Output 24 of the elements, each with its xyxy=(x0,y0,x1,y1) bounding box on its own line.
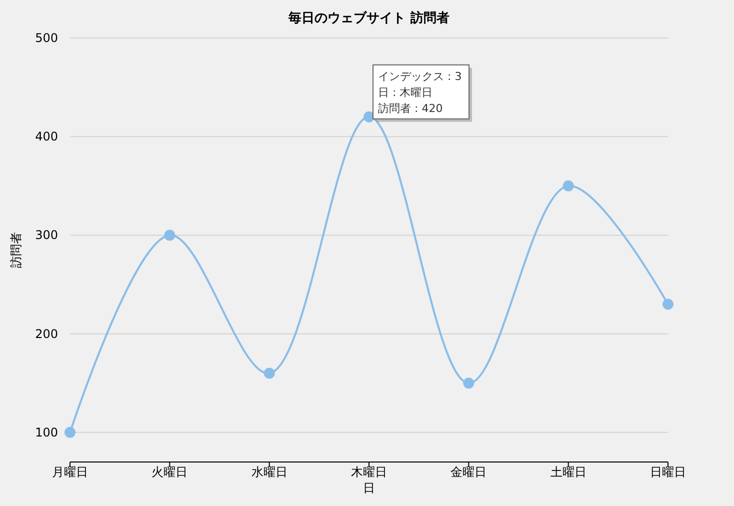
x-tick-label: 火曜日 xyxy=(152,465,188,479)
y-tick-label: 300 xyxy=(35,228,58,242)
y-tick-label: 200 xyxy=(35,326,58,341)
x-tick-label: 金曜日 xyxy=(450,465,487,479)
y-tick-label: 500 xyxy=(35,31,58,45)
x-tick-label: 日曜日 xyxy=(650,465,686,479)
y-tick-label: 400 xyxy=(35,130,58,144)
x-tick-label: 土曜日 xyxy=(550,465,586,479)
point xyxy=(562,180,574,192)
point xyxy=(264,368,275,379)
point xyxy=(662,298,674,310)
annotation: インデックス : 3 xyxy=(378,70,462,83)
x-tick-label: 月曜日 xyxy=(52,465,88,479)
annotation: 訪問者 : 420 xyxy=(378,102,443,115)
x-tick-label: 水曜日 xyxy=(251,465,288,479)
x-axis-title: 日 xyxy=(363,481,375,495)
chart-title: 毎日のウェブサイト 訪問者 xyxy=(288,10,450,26)
x-tick-label: 木曜日 xyxy=(351,465,387,479)
annotation: 日 : 木曜日 xyxy=(378,86,433,99)
point xyxy=(463,378,474,389)
point xyxy=(164,230,176,241)
y-tick-label: 100 xyxy=(35,425,58,440)
point xyxy=(64,426,76,438)
y-axis-title: 訪問者 xyxy=(9,232,23,268)
